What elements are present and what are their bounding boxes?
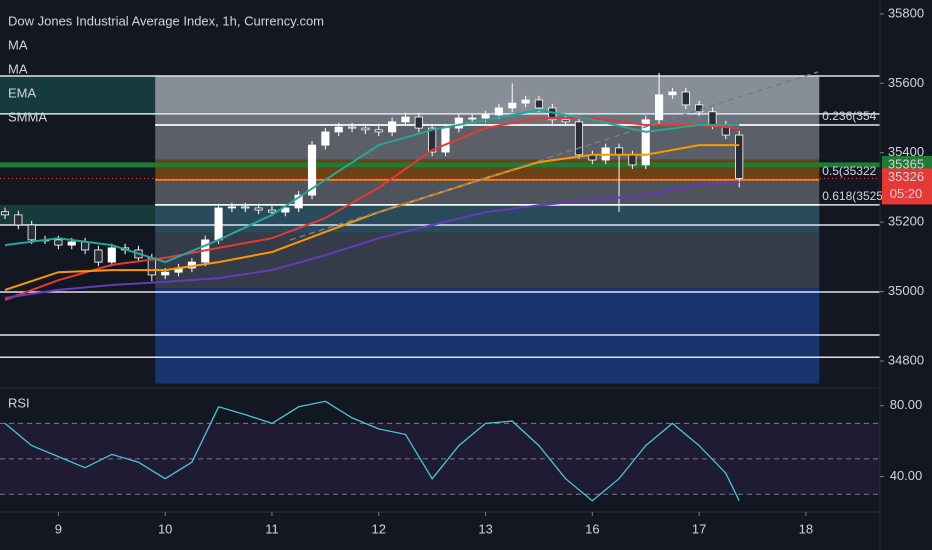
candle-body: [441, 127, 450, 153]
y-tick-label: 35800: [888, 5, 924, 20]
x-tick-label: 17: [692, 521, 706, 536]
legend-ma: MA: [8, 61, 28, 76]
candle-body: [241, 206, 250, 209]
indicator-line: [4, 108, 740, 264]
candle-body: [414, 116, 423, 129]
candle-body: [374, 129, 383, 133]
candle-body: [681, 91, 690, 106]
zone: [0, 76, 156, 114]
candle-body: [0, 211, 10, 216]
fib-label: 0.618(3525: [822, 189, 883, 203]
candle-body: [281, 207, 290, 213]
candle-body: [735, 134, 744, 179]
candle-body: [641, 119, 650, 166]
x-tick-label: 11: [265, 521, 279, 536]
indicator-line: [4, 180, 740, 299]
y-tick-label: 35200: [888, 214, 924, 229]
rsi-line: [4, 400, 740, 502]
candle-body: [401, 116, 410, 123]
candle-body: [347, 126, 357, 129]
candle-body: [521, 99, 530, 104]
candle-body: [81, 241, 90, 251]
indicator-line: [4, 117, 740, 301]
y-tick-label: 34800: [888, 352, 924, 367]
candle-body: [254, 207, 263, 211]
candle-body: [708, 111, 717, 126]
rsi-tick-label: 40.00: [890, 468, 923, 483]
fib-band: [155, 288, 820, 384]
x-tick-label: 12: [372, 521, 386, 536]
candle-body: [481, 114, 490, 119]
candle-body: [321, 131, 330, 146]
candle-body: [294, 194, 303, 209]
legend-ma: MA: [8, 37, 28, 52]
candle-body: [94, 249, 103, 263]
candle-body: [334, 126, 343, 133]
last-price-badge: [882, 168, 932, 205]
x-tick-label: 13: [478, 521, 492, 536]
fib-label: 0.5(35322: [822, 164, 876, 178]
rsi-tick-label: 80.00: [890, 397, 923, 412]
last-price-label: 35326: [888, 169, 924, 184]
candle-body: [454, 117, 463, 129]
x-tick-label: 10: [158, 521, 172, 536]
candle-body: [54, 239, 63, 246]
x-tick-label: 16: [585, 521, 599, 536]
candle-body: [574, 121, 584, 156]
fib-band: [155, 76, 820, 114]
candle-body: [214, 207, 223, 241]
legend-ema: EMA: [8, 85, 37, 100]
y-tick-label: 35400: [888, 144, 924, 159]
candle-body: [468, 117, 477, 120]
chart-title: Dow Jones Industrial Average Index, 1h, …: [8, 13, 324, 28]
candle-body: [267, 209, 277, 213]
candle-body: [668, 91, 677, 96]
y-tick-label: 35000: [888, 283, 924, 298]
legend-rsi: RSI: [8, 395, 30, 410]
x-tick-label: 9: [55, 521, 62, 536]
candle-body: [27, 224, 36, 241]
candle-body: [494, 107, 503, 116]
fib-band: [155, 124, 820, 160]
fib-band: [155, 232, 820, 289]
y-tick-label: 35600: [888, 75, 924, 90]
zone: [0, 204, 156, 225]
candle-body: [227, 206, 237, 209]
candle-body: [508, 102, 517, 109]
candle-body: [361, 127, 370, 131]
candle-body: [561, 119, 570, 123]
candle-body: [534, 99, 544, 109]
candle-body: [655, 94, 664, 121]
alert-badge-label: 35365: [888, 156, 924, 171]
candle-body: [14, 214, 23, 226]
trend-line: [289, 71, 819, 241]
legend-smma: SMMA: [8, 109, 47, 124]
candle-body: [107, 247, 116, 263]
candle-body: [388, 121, 397, 133]
candle-body: [428, 127, 437, 153]
candle-body: [67, 241, 76, 246]
candle-body: [614, 147, 624, 156]
candle-body: [628, 154, 637, 166]
countdown: 05:20: [890, 186, 923, 201]
fib-label: 0.236(354: [822, 109, 876, 123]
candle-body: [307, 144, 317, 196]
x-tick-label: 18: [799, 521, 813, 536]
candle-body: [161, 271, 170, 276]
